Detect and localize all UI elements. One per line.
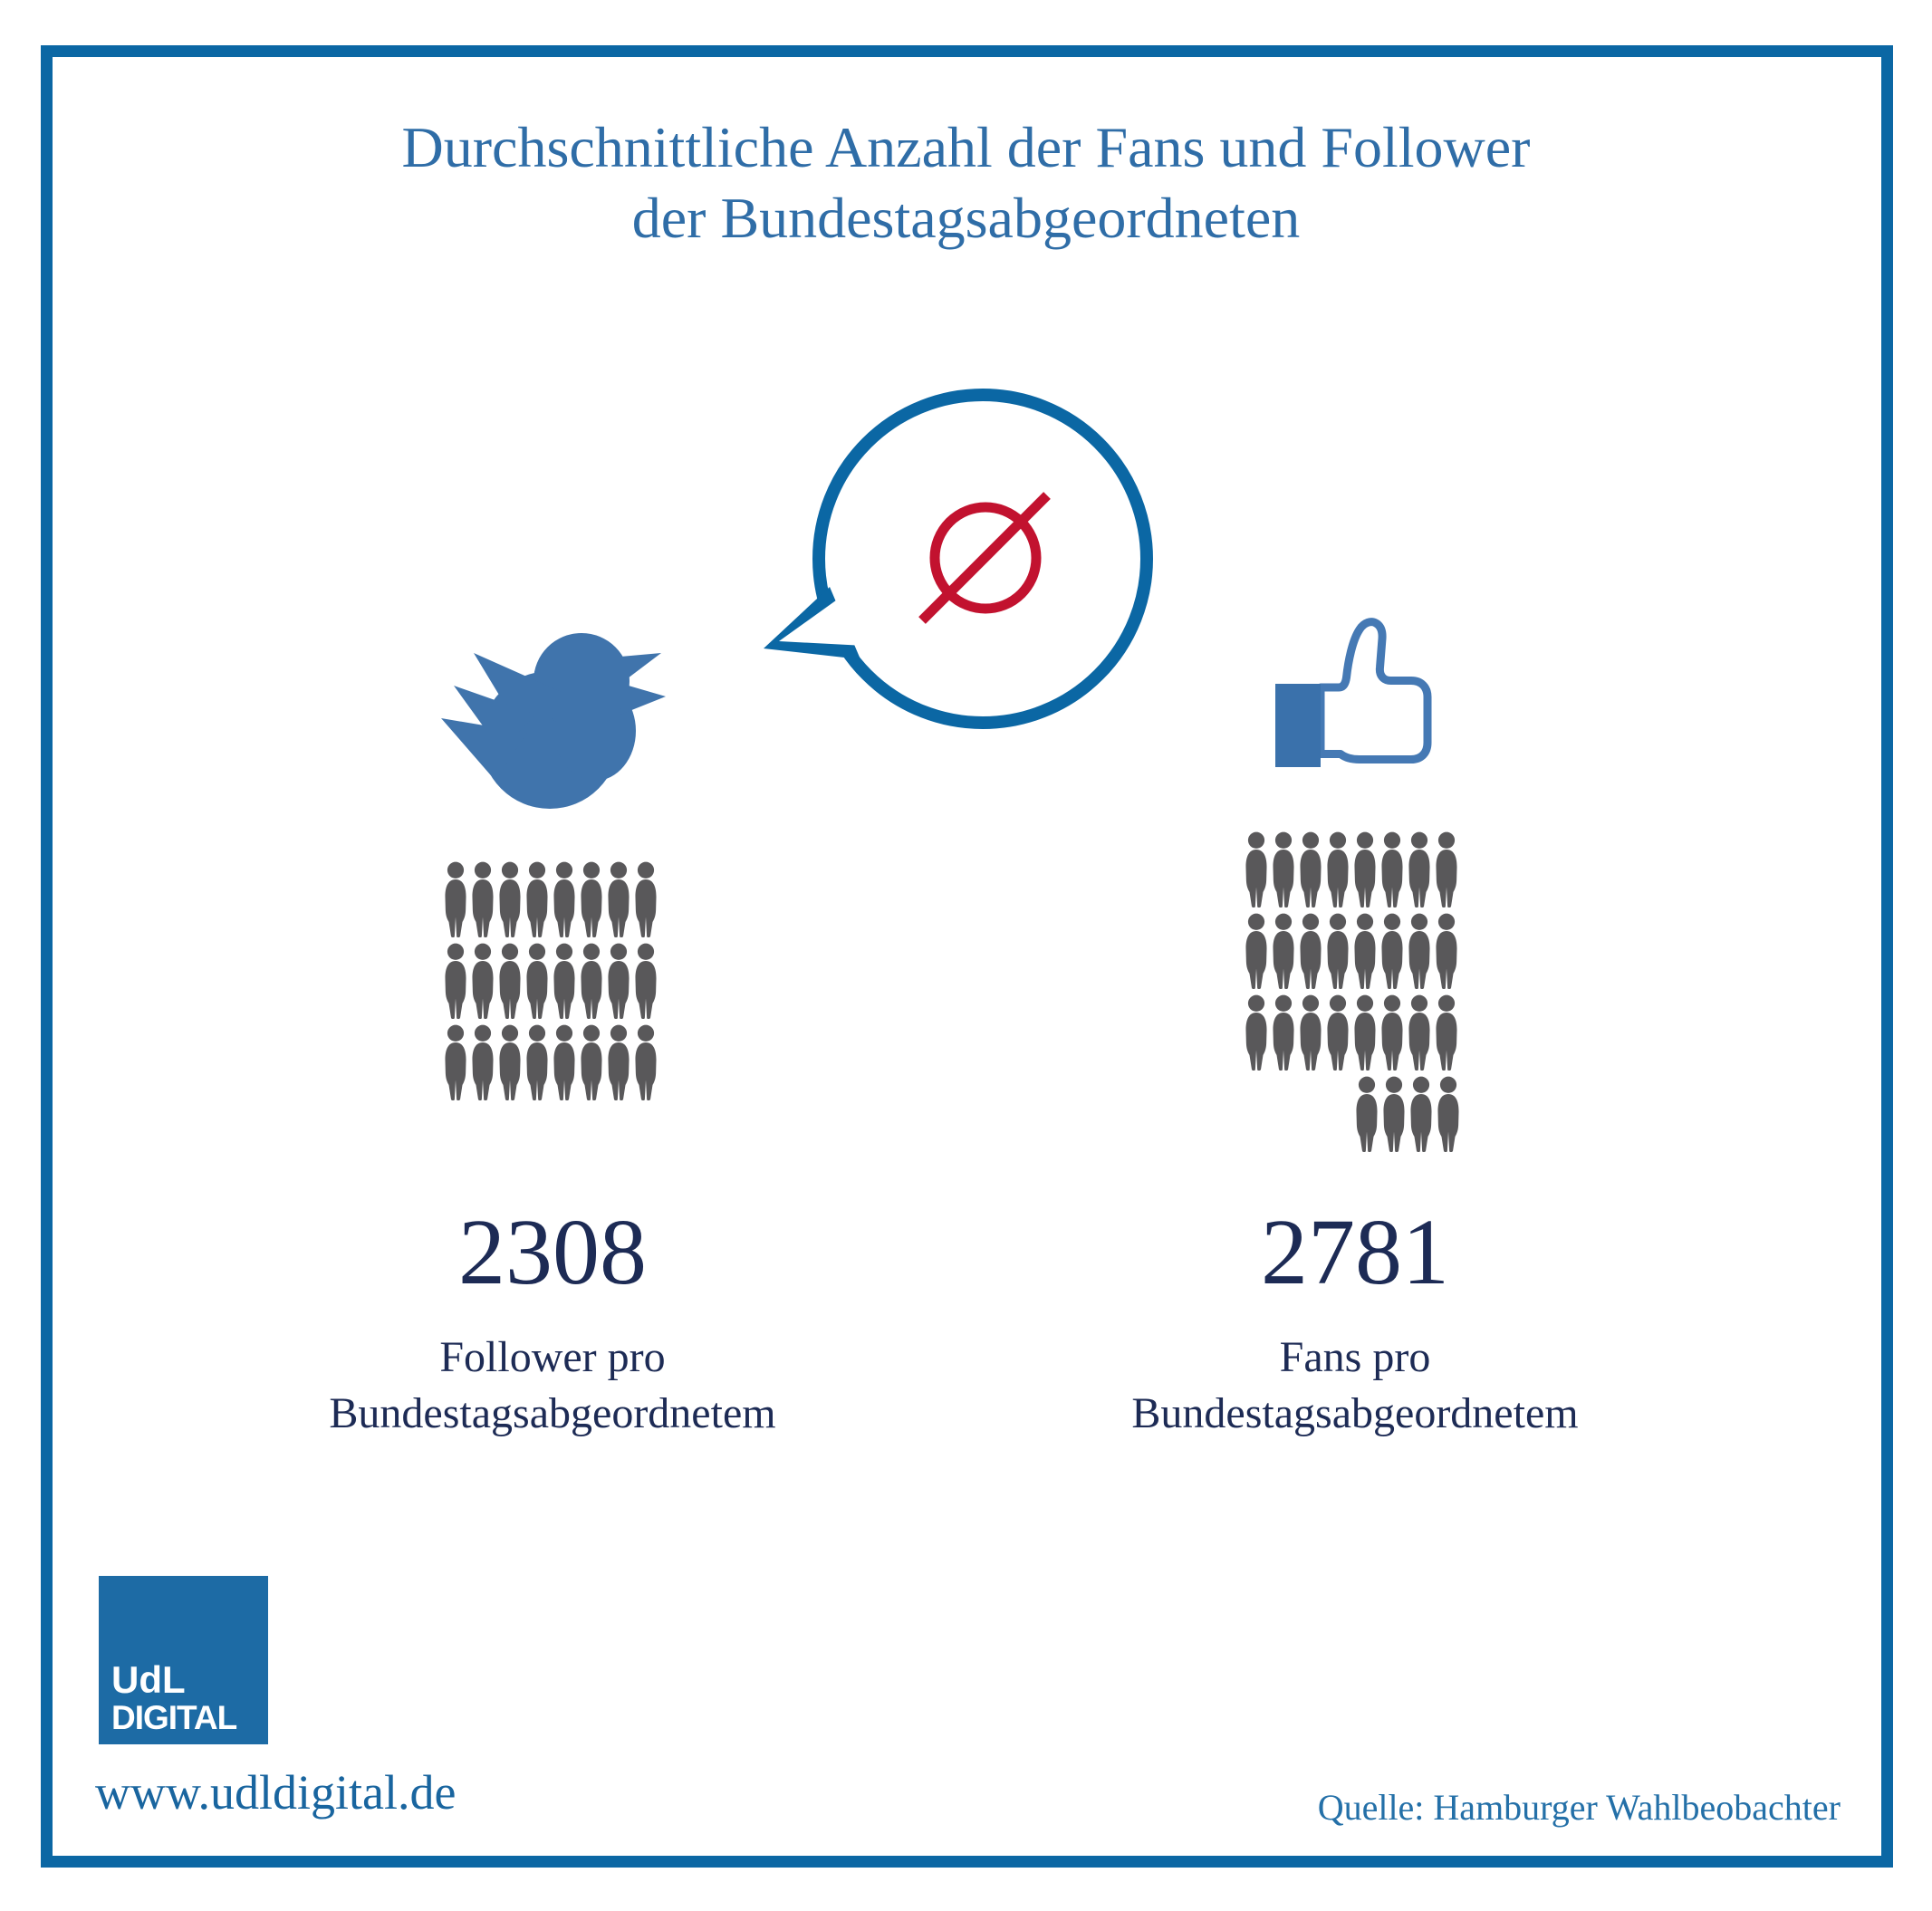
person-icon xyxy=(1433,913,1460,989)
person-icon xyxy=(1297,994,1324,1071)
person-icon xyxy=(1297,831,1324,907)
person-icon xyxy=(442,861,469,937)
fans-label-line-1: Fans pro xyxy=(1279,1333,1431,1381)
person-icon xyxy=(1351,994,1379,1071)
person-icon-row xyxy=(442,943,661,1019)
person-icon xyxy=(524,861,551,937)
person-icon xyxy=(1243,994,1270,1071)
person-icon xyxy=(1270,831,1297,907)
frame-border xyxy=(41,45,1893,1868)
follower-count: 2308 xyxy=(458,1200,647,1304)
person-icon xyxy=(442,1024,469,1100)
average-symbol xyxy=(918,492,1051,624)
thumb-cuff xyxy=(1275,684,1321,767)
person-icon xyxy=(1243,831,1270,907)
person-icon xyxy=(1351,831,1379,907)
page-title: Durchschnittliche Anzahl der Fans und Fo… xyxy=(0,112,1932,254)
person-icon xyxy=(1379,913,1406,989)
twitter-bird-icon xyxy=(441,633,666,809)
person-icon xyxy=(578,861,605,937)
website-url: www.udldigital.de xyxy=(95,1765,457,1820)
title-line-1: Durchschnittliche Anzahl der Fans und Fo… xyxy=(401,115,1531,179)
person-icon xyxy=(496,861,524,937)
source-credit: Quelle: Hamburger Wahlbeobachter xyxy=(1317,1787,1841,1828)
person-icon xyxy=(578,1024,605,1100)
facebook-like-icon xyxy=(1275,618,1432,767)
person-icon xyxy=(632,1024,659,1100)
person-icon xyxy=(632,861,659,937)
average-speech-bubble xyxy=(764,389,1153,729)
person-icon xyxy=(1324,913,1351,989)
person-icon xyxy=(442,943,469,1019)
person-icon-row xyxy=(1243,913,1462,989)
person-icon xyxy=(1243,913,1270,989)
person-icon xyxy=(1324,831,1351,907)
person-icon xyxy=(469,861,496,937)
fans-count: 2781 xyxy=(1261,1200,1449,1304)
follower-label: Follower pro Bundestagsabgeordnetem xyxy=(235,1330,870,1442)
follower-label-line-2: Bundestagsabgeordnetem xyxy=(329,1389,776,1437)
person-icon xyxy=(1297,913,1324,989)
logo-line-2: DIGITAL xyxy=(111,1699,237,1736)
person-icon-row xyxy=(442,861,661,937)
person-icon xyxy=(1324,994,1351,1071)
person-icon-row xyxy=(1243,994,1462,1071)
logo-line-1: UdL xyxy=(111,1658,186,1701)
person-icon xyxy=(1433,831,1460,907)
person-icon xyxy=(1270,913,1297,989)
person-icon xyxy=(496,943,524,1019)
person-icon xyxy=(1435,1076,1462,1152)
fans-pictogram xyxy=(1243,831,1462,1157)
person-icon xyxy=(1379,831,1406,907)
person-icon-row xyxy=(1353,1076,1462,1152)
person-icon xyxy=(1379,994,1406,1071)
fans-label-line-2: Bundestagsabgeordnetem xyxy=(1131,1389,1579,1437)
person-icon xyxy=(1433,994,1460,1071)
udl-digital-logo-text: UdL DIGITAL xyxy=(111,1658,237,1736)
title-line-2: der Bundestagsabgeordneten xyxy=(631,186,1301,250)
person-icon xyxy=(551,1024,578,1100)
person-icon xyxy=(1270,994,1297,1071)
person-icon xyxy=(551,861,578,937)
person-icon xyxy=(1351,913,1379,989)
person-icon xyxy=(1380,1076,1408,1152)
person-icon xyxy=(551,943,578,1019)
fans-label: Fans pro Bundestagsabgeordnetem xyxy=(1038,1330,1672,1442)
person-icon xyxy=(578,943,605,1019)
person-icon xyxy=(1406,831,1433,907)
person-icon xyxy=(632,943,659,1019)
person-icon xyxy=(1406,994,1433,1071)
person-icon xyxy=(469,1024,496,1100)
person-icon-row xyxy=(1243,831,1462,907)
person-icon xyxy=(1406,913,1433,989)
person-icon xyxy=(605,861,632,937)
person-icon-row xyxy=(442,1024,661,1100)
person-icon xyxy=(524,1024,551,1100)
person-icon xyxy=(605,943,632,1019)
person-icon xyxy=(1353,1076,1380,1152)
person-icon xyxy=(1408,1076,1435,1152)
udl-digital-logo: UdL DIGITAL xyxy=(99,1576,268,1744)
follower-pictogram xyxy=(442,861,661,1106)
person-icon xyxy=(469,943,496,1019)
person-icon xyxy=(496,1024,524,1100)
follower-label-line-1: Follower pro xyxy=(439,1333,666,1381)
person-icon xyxy=(605,1024,632,1100)
person-icon xyxy=(524,943,551,1019)
